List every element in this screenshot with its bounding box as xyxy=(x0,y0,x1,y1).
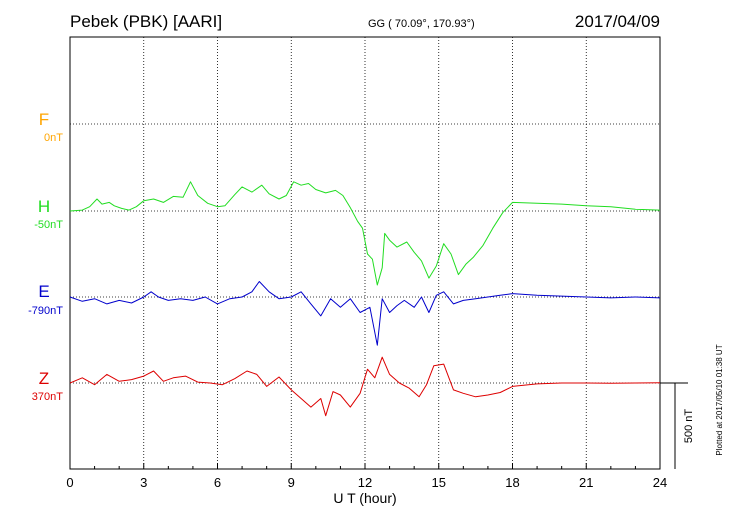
coords-label: GG ( 70.09°, 170.93°) xyxy=(368,18,475,30)
series-label-Z: Z xyxy=(39,369,49,388)
series-label-E: E xyxy=(38,282,49,301)
grid xyxy=(70,37,660,469)
x-axis-label: U T (hour) xyxy=(333,490,396,506)
offset-label-H: -50nT xyxy=(34,219,63,231)
offset-label-Z: 370nT xyxy=(32,391,63,403)
x-tick-label: 21 xyxy=(579,475,593,490)
x-tick-label: 0 xyxy=(66,475,73,490)
plotted-timestamp: Plotted at 2017/05/10 01:38 UT xyxy=(715,344,724,455)
series-lines xyxy=(69,181,661,417)
scale-bar-label: 500 nT xyxy=(683,409,695,444)
offset-label-E: -790nT xyxy=(28,305,63,317)
x-tick-label: 6 xyxy=(214,475,221,490)
series-label-F: F xyxy=(39,110,49,129)
x-tick-label: 3 xyxy=(140,475,147,490)
series-line-E xyxy=(69,281,661,346)
offset-label-F: 0nT xyxy=(44,132,63,144)
scale-bar: 500 nT xyxy=(660,382,695,469)
x-tick-label: 18 xyxy=(505,475,519,490)
series-labels: F 0nT H -50nT E -790nT Z 370nT xyxy=(28,110,63,403)
series-label-H: H xyxy=(38,197,50,216)
station-title: Pebek (PBK) [AARI] xyxy=(70,12,222,31)
x-axis-ticks: 0 3 6 9 12 15 18 21 24 xyxy=(66,463,667,490)
x-tick-label: 9 xyxy=(288,475,295,490)
series-line-Z xyxy=(69,356,661,417)
x-tick-label: 24 xyxy=(653,475,667,490)
date-label: 2017/04/09 xyxy=(575,12,660,31)
series-line-H xyxy=(69,181,661,286)
x-tick-label: 15 xyxy=(432,475,446,490)
x-tick-label: 12 xyxy=(358,475,372,490)
